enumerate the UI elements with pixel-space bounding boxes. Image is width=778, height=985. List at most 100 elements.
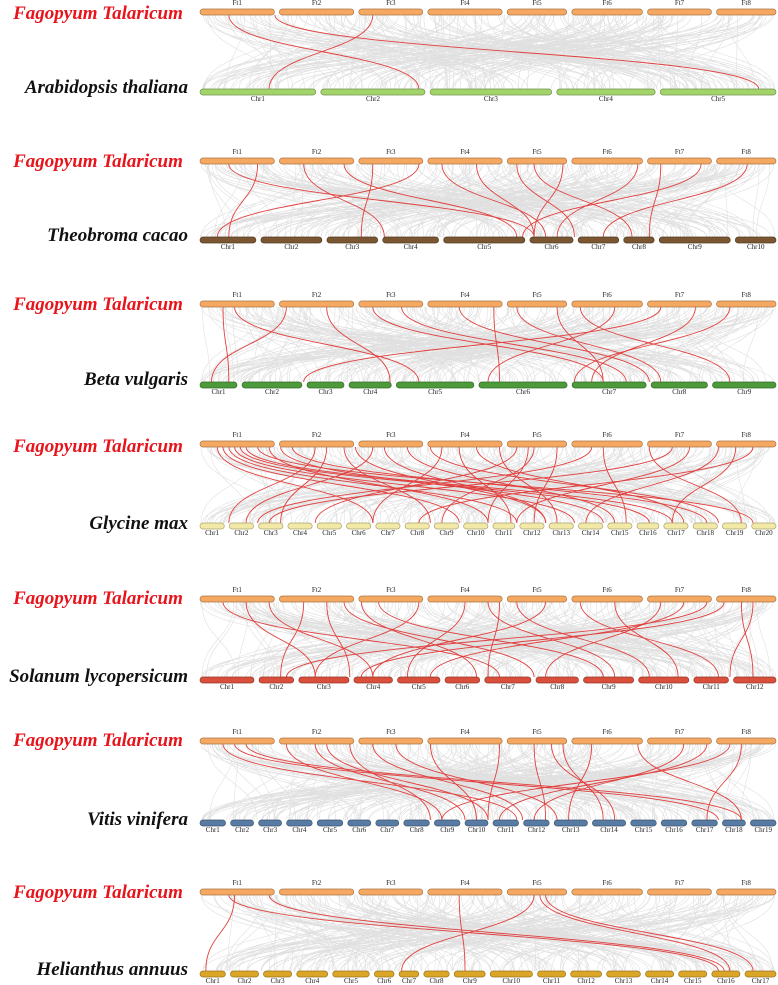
top-chromosome-label: Ft4 — [460, 431, 470, 439]
bottom-chromosome-label: Chr3 — [317, 683, 332, 691]
top-chromosome-label: Ft6 — [602, 728, 612, 736]
top-chromosome-bar — [571, 300, 643, 308]
top-chromosome-label: Ft5 — [532, 586, 542, 594]
bottom-chromosome-bar — [199, 88, 317, 96]
top-chromosome-label: Ft3 — [386, 0, 396, 7]
top-chromosome-label: Ft4 — [460, 0, 470, 7]
bottom-chromosome-label: Chr7 — [381, 529, 396, 537]
bottom-chromosome-bar — [556, 88, 656, 96]
top-species-label: Fagopyum Talaricum — [12, 588, 183, 609]
bottom-chromosome-label: Chr9 — [737, 388, 752, 396]
top-chromosome-label: Ft8 — [742, 879, 752, 887]
bottom-chromosome-label: Chr14 — [582, 529, 600, 537]
bottom-chromosome-label: Chr15 — [684, 977, 702, 985]
bottom-chromosome-label: Chr3 — [484, 95, 499, 103]
bottom-chromosome-label: Chr16 — [639, 529, 657, 537]
bottom-chromosome-bar — [711, 970, 741, 978]
bottom-chromosome-label: Chr3 — [271, 977, 286, 985]
syntenic-link — [533, 446, 558, 524]
top-chromosome-bar — [427, 440, 503, 448]
bottom-chromosome-bar — [404, 522, 430, 530]
bottom-chromosome-label: Chr12 — [528, 826, 546, 834]
syntenic-link — [441, 743, 731, 821]
top-chromosome-bar — [647, 595, 712, 603]
bottom-chromosome-label: Chr3 — [319, 388, 334, 396]
syntenic-link — [378, 601, 604, 678]
syntenic-link — [360, 601, 477, 678]
bottom-chromosome-bar — [382, 236, 439, 244]
syntenic-link — [418, 446, 754, 524]
top-species-label: Fagopyum Talaricum — [12, 151, 183, 172]
syntenic-link — [406, 601, 466, 678]
bottom-chromosome-bar — [306, 381, 345, 389]
bottom-chromosome-label: Chr1 — [220, 683, 235, 691]
bottom-chromosome-label: Chr8 — [430, 977, 445, 985]
syntenic-link — [401, 306, 627, 383]
bottom-chromosome-bar — [638, 676, 690, 684]
top-chromosome-bar — [716, 595, 777, 603]
bottom-chromosome-bar — [463, 522, 489, 530]
bottom-chromosome-label: Chr13 — [562, 826, 580, 834]
top-chromosome-bar — [506, 440, 568, 448]
syntenic-link — [573, 306, 731, 383]
bottom-chromosome-bar — [678, 970, 708, 978]
bottom-chromosome-bar — [258, 676, 295, 684]
bottom-chromosome-label: Chr2 — [284, 243, 299, 251]
bottom-chromosome-label: Chr4 — [366, 683, 381, 691]
syntenic-link — [441, 446, 535, 524]
bottom-chromosome-bar — [241, 381, 303, 389]
bottom-chromosome-bar — [691, 819, 718, 827]
syntenic-link — [429, 743, 477, 821]
bottom-chromosome-bar — [636, 522, 660, 530]
top-chromosome-label: Ft7 — [675, 728, 685, 736]
bottom-chromosome-bar — [660, 819, 688, 827]
syntenic-link — [740, 601, 754, 678]
bottom-chromosome-label: Chr6 — [545, 243, 560, 251]
bottom-chromosome-bar — [537, 970, 567, 978]
top-chromosome-label: Ft3 — [386, 879, 396, 887]
bottom-chromosome-bar — [287, 522, 313, 530]
background-links-layer — [199, 14, 777, 972]
bottom-chromosome-bar — [434, 819, 461, 827]
top-chromosome-label: Ft5 — [532, 431, 542, 439]
syntenic-link — [706, 743, 742, 821]
top-chromosome-bar — [427, 300, 503, 308]
bottom-chromosome-label: Chr9 — [440, 826, 455, 834]
bottom-chromosome-bar — [712, 381, 777, 389]
bottom-chromosome-bar — [623, 236, 655, 244]
syntenic-link — [222, 446, 460, 524]
syntenic-link — [372, 601, 547, 678]
top-chromosome-label: Ft2 — [312, 148, 322, 156]
bottom-chromosome-label: Chr4 — [293, 529, 308, 537]
syntenic-link — [274, 14, 760, 90]
top-chromosome-bar — [427, 888, 503, 896]
syntenic-link — [429, 601, 685, 678]
bottom-chromosome-label: Chr3 — [345, 243, 360, 251]
bottom-chromosome-label: Chr10 — [503, 977, 521, 985]
bottom-chromosome-bar — [484, 676, 532, 684]
syntenic-link — [216, 446, 374, 524]
bottom-chromosome-label: Chr1 — [251, 95, 266, 103]
top-chromosome-bar — [199, 8, 275, 16]
top-chromosome-bar — [571, 157, 643, 165]
top-chromosome-bar — [716, 8, 777, 16]
bottom-chromosome-bar — [722, 522, 748, 530]
syntenic-link — [585, 446, 719, 524]
bottom-chromosome-bar — [578, 522, 604, 530]
bottom-chromosome-bar — [492, 522, 516, 530]
bottom-chromosome-bar — [199, 236, 257, 244]
bottom-chromosome-label: Chr1 — [206, 977, 221, 985]
top-chromosome-bar — [647, 8, 712, 16]
syntenic-link — [545, 894, 754, 972]
bottom-chromosome-bar — [478, 381, 568, 389]
top-species-label: Fagopyum Talaricum — [12, 882, 183, 903]
syntenic-link — [487, 306, 616, 383]
bottom-chromosome-bar — [659, 88, 777, 96]
top-chromosome-label: Ft8 — [742, 728, 752, 736]
bottom-chromosome-bar — [423, 970, 450, 978]
syntenic-link — [205, 894, 236, 972]
syntenic-link — [280, 601, 305, 678]
bottom-chromosome-bar — [230, 970, 259, 978]
syntenic-link — [556, 306, 604, 383]
